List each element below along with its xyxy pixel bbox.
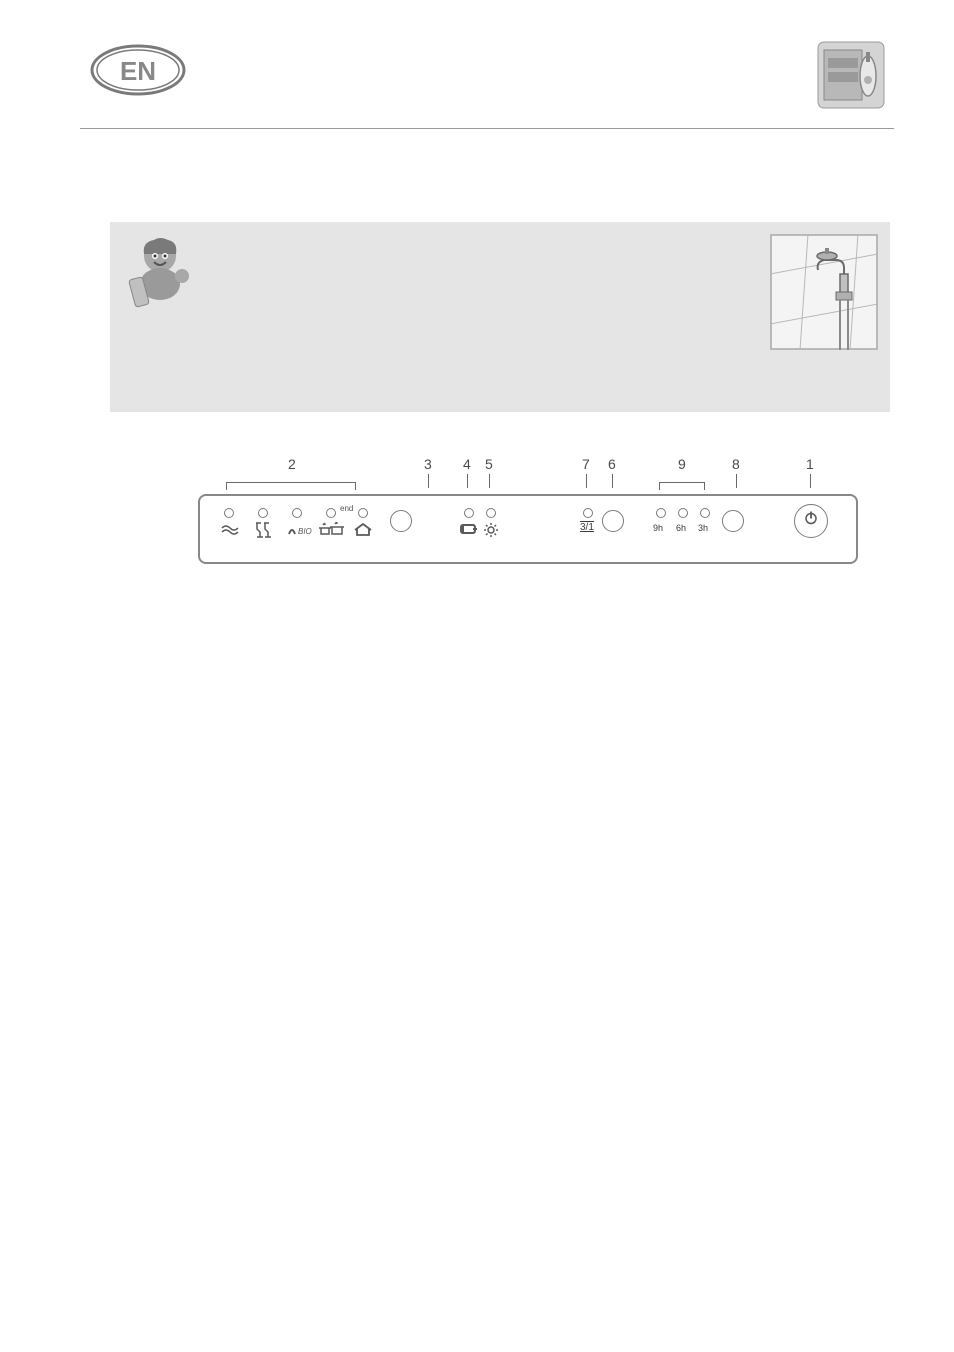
glass-icon [253, 522, 275, 543]
list-item [236, 250, 239, 268]
tick-line [810, 474, 811, 488]
delay-time-label: 3h [698, 523, 708, 533]
half-load-label: 3/1 [580, 522, 594, 533]
list-item [236, 274, 239, 292]
info-callout-box [110, 222, 890, 412]
panel-number-label: 9 [678, 456, 686, 472]
list-item [236, 306, 239, 324]
panel-number-label: 8 [732, 456, 740, 472]
tick-line [489, 474, 490, 488]
list-item [236, 330, 239, 348]
panel-label-row: 2 3 4 5 7 6 9 8 1 [198, 456, 858, 494]
power-button[interactable] [794, 504, 828, 538]
info-bullet-list [218, 250, 239, 386]
panel-number-label: 7 [582, 456, 590, 472]
indicator-led [583, 508, 593, 518]
delay-time-label: 9h [653, 523, 663, 533]
indicator-led [292, 508, 302, 518]
indicator-led [224, 508, 234, 518]
panel-frame: BIO end 3/1 9h 6h [198, 494, 858, 564]
bio-icon: BIO [286, 522, 312, 541]
delay-button[interactable] [722, 510, 744, 532]
program-knob[interactable] [390, 510, 412, 532]
language-badge-text: EN [120, 56, 156, 86]
end-label: end [340, 504, 353, 513]
tick-line [467, 474, 468, 488]
bracket-line [659, 482, 705, 490]
water-tap-icon [770, 234, 878, 355]
indicator-led [656, 508, 666, 518]
panel-number-label: 4 [463, 456, 471, 472]
indicator-led [358, 508, 368, 518]
salt-icon [460, 522, 478, 541]
tick-line [736, 474, 737, 488]
tick-line [428, 474, 429, 488]
indicator-led [326, 508, 336, 518]
panel-number-label: 2 [288, 456, 296, 472]
house-icon [353, 522, 373, 541]
bracket-line [226, 482, 356, 490]
panel-number-label: 5 [485, 456, 493, 472]
delay-time-label: 6h [676, 523, 686, 533]
panel-number-label: 1 [806, 456, 814, 472]
language-badge: EN [88, 42, 188, 103]
panel-number-label: 6 [608, 456, 616, 472]
control-panel-diagram: 2 3 4 5 7 6 9 8 1 [198, 456, 858, 526]
rinse-aid-icon [481, 522, 501, 543]
tick-line [612, 474, 613, 488]
tick-line [586, 474, 587, 488]
list-item [236, 362, 239, 380]
half-load-button[interactable] [602, 510, 624, 532]
indicator-led [700, 508, 710, 518]
page-header: EN [0, 0, 954, 130]
indicator-led [464, 508, 474, 518]
panel-number-label: 3 [424, 456, 432, 472]
indicator-led [678, 508, 688, 518]
soak-icon [220, 522, 240, 541]
svg-text:BIO: BIO [298, 527, 312, 536]
dishwasher-icon [816, 40, 886, 115]
character-icon [122, 232, 200, 315]
pot-icon [318, 522, 344, 541]
header-divider [80, 128, 894, 129]
indicator-led [486, 508, 496, 518]
power-icon [804, 512, 818, 531]
indicator-led [258, 508, 268, 518]
